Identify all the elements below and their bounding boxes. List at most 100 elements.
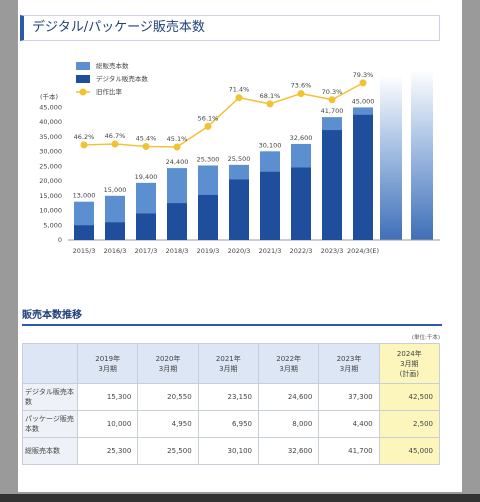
value-label: 71.4%: [229, 86, 250, 94]
value-label: 46.7%: [105, 132, 126, 140]
header-cell: 2022年 3月期: [257, 343, 320, 384]
y-tick-label: 5,000: [43, 221, 62, 229]
table-row: デジタル販売本数 15,300 20,550 23,150 24,600 37,300 42…: [22, 383, 441, 411]
number-cell: 2,500: [378, 410, 441, 438]
bar: [229, 179, 249, 240]
x-tick-label: 2018/3: [166, 247, 189, 255]
y-tick-label: 0: [58, 236, 62, 244]
legend-swatch: [79, 88, 87, 96]
bar: [322, 130, 342, 240]
decor-bar: [380, 75, 402, 240]
bar: [291, 167, 311, 240]
point: [359, 79, 367, 87]
y-unit: (千本): [40, 92, 58, 101]
y-tick-label: 25,000: [39, 162, 62, 170]
point: [204, 122, 212, 130]
x-tick-label: 2021/3: [259, 247, 282, 255]
header-text: 3月期: [400, 359, 419, 368]
chart-header: デジタル/パッケージ販売本数: [20, 15, 440, 41]
y-tick-label: 40,000: [39, 118, 62, 126]
number-cell: 42,500: [378, 383, 441, 411]
table-row: パッケージ販売本数 10,000 4,950 6,950 8,000 4,400 2,500: [22, 410, 441, 438]
bar: [105, 222, 125, 240]
number-cell: 45,000: [378, 437, 441, 465]
bottom-bar: [0, 494, 480, 502]
header-text: 2023年: [336, 354, 362, 363]
x-tick-label: 2016/3: [104, 247, 127, 255]
row-header: デジタル販売本数: [22, 383, 78, 411]
legend-label: 旧作比率: [96, 87, 123, 96]
number-cell: 41,700: [318, 437, 380, 465]
x-tick-label: 2020/3: [228, 247, 251, 255]
table: 2019年 3月期 2020年 3月期 2021年 3月期 2022年 3月期 2023年 3月期…: [22, 343, 441, 465]
chart: (千本) 0 5,000 10,000 15,000 20,000 25,000 30,000…: [39, 61, 440, 255]
value-label: 56.1%: [198, 114, 219, 122]
x-tick-label: 2017/3: [135, 247, 158, 255]
value-label: 70.3%: [322, 88, 343, 96]
header-row: 2019年 3月期 2020年 3月期 2021年 3月期 2022年 3月期 2023年 3月期…: [22, 343, 441, 384]
value-label: 68.1%: [260, 92, 281, 100]
value-label: 45.1%: [167, 135, 188, 143]
header-text: (計画): [399, 369, 420, 378]
x-tick-label: 2022/3: [290, 247, 313, 255]
number-cell: 37,300: [318, 383, 380, 411]
y-tick-label: 30,000: [39, 148, 62, 156]
table-unit: (単位:千本): [411, 335, 440, 341]
value-label: 24,400: [166, 158, 189, 166]
point: [142, 142, 150, 150]
header-text: 3月期: [219, 364, 238, 373]
row-header: パッケージ販売本数: [22, 410, 78, 438]
value-label: 30,100: [259, 141, 282, 149]
number-cell: 23,150: [197, 383, 259, 411]
point: [297, 90, 305, 98]
y-tick-label: 15,000: [39, 192, 62, 200]
value-label: 15,000: [104, 186, 127, 194]
bar: [353, 114, 373, 240]
value-label: 19,400: [135, 173, 158, 181]
point: [266, 100, 274, 108]
number-cell: 25,500: [137, 437, 199, 465]
row-header: 総販売本数: [22, 437, 78, 465]
header-cell: 2023年 3月期: [318, 343, 380, 384]
point: [80, 141, 88, 149]
header-text: 2019年: [95, 354, 121, 363]
y-tick-label: 45,000: [39, 103, 62, 111]
y-tick-label: 20,000: [39, 177, 62, 185]
point: [235, 94, 243, 102]
number-cell: 32,600: [257, 437, 320, 465]
x-tick-label: 2024/3(E): [347, 247, 379, 255]
number-cell: 24,600: [257, 383, 320, 411]
value-label: 45.4%: [136, 134, 157, 142]
number-cell: 15,300: [76, 383, 139, 411]
point: [328, 96, 336, 104]
value-label: 25,300: [197, 155, 220, 163]
header-text: 2024年: [396, 349, 422, 358]
number-cell: 4,950: [137, 410, 199, 438]
y-tick-label: 10,000: [39, 207, 62, 215]
decor-bar: [411, 70, 433, 240]
number-cell: 25,300: [76, 437, 139, 465]
x-tick-label: 2019/3: [197, 247, 220, 255]
legend-swatch: [76, 75, 90, 83]
legend-swatch: [76, 62, 90, 70]
x-tick-label: 2023/3: [321, 247, 344, 255]
value-label: 41,700: [321, 107, 344, 115]
header-text: 3月期: [98, 364, 117, 373]
value-label: 45,000: [352, 97, 375, 105]
header-text: 2020年: [155, 354, 181, 363]
number-cell: 8,000: [257, 410, 320, 438]
number-cell: 4,400: [318, 410, 380, 438]
value-label: 46.2%: [74, 133, 95, 141]
value-label: 73.6%: [291, 82, 312, 90]
point: [111, 140, 119, 148]
table-row: 総販売本数 25,300 25,500 30,100 32,600 41,700 45,00…: [22, 437, 441, 465]
value-label: 79.3%: [353, 71, 374, 79]
header-text: 3月期: [158, 364, 178, 373]
header-cell: 2021年 3月期: [197, 343, 259, 384]
y-tick-label: 35,000: [39, 133, 62, 141]
legend-label: デジタル販売本数: [96, 74, 148, 83]
header-text: 2021年: [215, 354, 241, 363]
value-label: 13,000: [73, 192, 96, 200]
x-tick-label: 2015/3: [73, 247, 96, 255]
